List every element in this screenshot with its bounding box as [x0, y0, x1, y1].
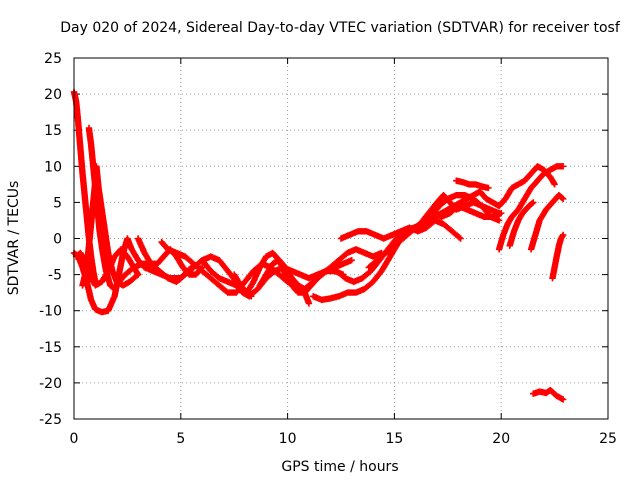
y-tick-label: 5	[53, 195, 62, 211]
x-tick-label: 25	[599, 431, 617, 447]
y-tick-label: 15	[44, 123, 62, 139]
y-axis-label: SDTVAR / TECUs	[6, 181, 22, 296]
data-point-markers	[134, 235, 206, 278]
y-tick-label: -25	[39, 412, 62, 428]
y-tick-label: 25	[44, 51, 62, 67]
series-track-19	[527, 192, 567, 253]
chart-title: Day 020 of 2024, Sidereal Day-to-day VTE…	[60, 20, 621, 36]
y-tick-label: -15	[39, 340, 62, 356]
data-point-markers	[506, 199, 537, 249]
series-track-5	[79, 163, 142, 289]
data-point-markers	[310, 202, 505, 304]
y-tick-labels: -25 -20 -15 -10 -5 0 5 10 15 20 25	[39, 51, 62, 428]
plot-frame	[73, 57, 609, 420]
series-track-17	[495, 163, 567, 253]
series-track-21	[530, 386, 567, 403]
series-track-13	[337, 217, 464, 242]
data-point-markers	[337, 217, 464, 242]
x-tick-label: 5	[176, 431, 185, 447]
x-tick-label: 0	[70, 431, 79, 447]
data-point-markers	[549, 231, 567, 282]
series-track-10	[256, 246, 385, 293]
series-track-16	[453, 177, 492, 192]
data-point-markers	[527, 192, 567, 253]
x-tick-label: 10	[279, 431, 297, 447]
x-axis-label: GPS time / hours	[281, 459, 398, 475]
y-tick-label: -20	[39, 376, 62, 392]
data-point-markers	[453, 177, 492, 192]
series-track-11	[310, 202, 505, 304]
data-point-markers	[495, 163, 567, 253]
series-track-6	[134, 235, 206, 278]
data-point-markers	[256, 246, 385, 293]
data-marks	[70, 88, 567, 403]
x-tick-label: 20	[492, 431, 510, 447]
y-tick-label: 10	[44, 159, 62, 175]
y-tick-label: -10	[39, 304, 62, 320]
y-tick-label: 20	[44, 87, 62, 103]
data-point-markers	[79, 163, 142, 289]
data-point-markers	[412, 163, 558, 231]
x-tick-labels: 0 5 10 15 20 25	[70, 431, 617, 447]
data-point-markers	[530, 386, 567, 403]
x-tick-label: 15	[385, 431, 403, 447]
series-track-15	[412, 163, 558, 231]
series-track-20	[549, 231, 567, 282]
y-tick-label: -5	[48, 268, 62, 284]
y-tick-label: 0	[53, 232, 62, 248]
series-track-18	[506, 199, 537, 249]
